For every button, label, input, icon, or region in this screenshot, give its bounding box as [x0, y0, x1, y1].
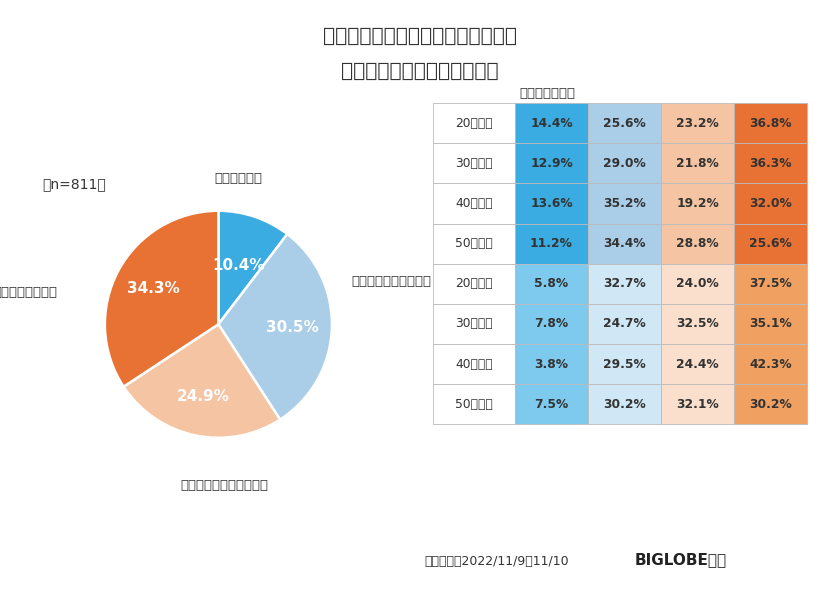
Text: （n=811）: （n=811）	[43, 177, 106, 191]
Text: 30.5%: 30.5%	[265, 320, 318, 335]
Text: 50代女性: 50代女性	[455, 398, 492, 411]
Text: 36.8%: 36.8%	[749, 117, 792, 130]
Text: 30.2%: 30.2%	[603, 398, 646, 411]
Wedge shape	[123, 324, 280, 438]
Text: 20代女性: 20代女性	[455, 277, 492, 290]
Text: 32.5%: 32.5%	[676, 317, 719, 330]
Text: 35.2%: 35.2%	[603, 197, 646, 210]
Text: 10.4%: 10.4%	[213, 258, 265, 273]
Wedge shape	[218, 211, 287, 324]
Text: 24.0%: 24.0%	[676, 277, 719, 290]
Text: 13.6%: 13.6%	[530, 197, 573, 210]
Text: 28.8%: 28.8%	[676, 237, 719, 250]
Text: 32.7%: 32.7%	[603, 277, 646, 290]
Text: 14.4%: 14.4%	[530, 117, 573, 130]
Text: 11.2%: 11.2%	[530, 237, 573, 250]
Text: 24.9%: 24.9%	[176, 389, 229, 404]
Text: 12.9%: 12.9%	[530, 157, 573, 170]
Text: 25.6%: 25.6%	[749, 237, 792, 250]
Text: 23.2%: 23.2%	[676, 117, 719, 130]
Text: 40代男性: 40代男性	[455, 197, 492, 210]
Text: 34.4%: 34.4%	[603, 237, 646, 250]
Text: 職場の人とのコミュニケーションの: 職場の人とのコミュニケーションの	[323, 27, 517, 45]
Wedge shape	[105, 211, 218, 386]
Text: 32.1%: 32.1%	[676, 398, 719, 411]
Text: 必要だと思わない: 必要だと思わない	[0, 286, 57, 299]
Text: 25.6%: 25.6%	[603, 117, 646, 130]
Text: 50代男性: 50代男性	[455, 237, 492, 250]
Wedge shape	[218, 234, 332, 419]
Text: 必要だと思う: 必要だと思う	[215, 172, 263, 185]
Text: 21.8%: 21.8%	[676, 157, 719, 170]
Text: 36.3%: 36.3%	[749, 157, 792, 170]
Text: 7.5%: 7.5%	[534, 398, 569, 411]
Text: 42.3%: 42.3%	[749, 358, 792, 371]
Text: 32.0%: 32.0%	[749, 197, 792, 210]
Text: 5.8%: 5.8%	[534, 277, 569, 290]
Text: 3.8%: 3.8%	[534, 358, 569, 371]
Text: ＜年代・性別＞: ＜年代・性別＞	[519, 87, 575, 100]
Text: 活性化として飲み会は必要か: 活性化として飲み会は必要か	[341, 62, 499, 81]
Text: 24.7%: 24.7%	[603, 317, 646, 330]
Text: ある程度必要だと思う: ある程度必要だと思う	[351, 274, 431, 288]
Text: 30.2%: 30.2%	[749, 398, 792, 411]
Text: 29.0%: 29.0%	[603, 157, 646, 170]
Text: 7.8%: 7.8%	[534, 317, 569, 330]
Text: BIGLOBE調べ: BIGLOBE調べ	[634, 553, 727, 568]
Text: 35.1%: 35.1%	[749, 317, 792, 330]
Text: 29.5%: 29.5%	[603, 358, 646, 371]
Text: 24.4%: 24.4%	[676, 358, 719, 371]
Text: 調査期間：2022/11/9〜11/10: 調査期間：2022/11/9〜11/10	[424, 555, 569, 568]
Text: 30代男性: 30代男性	[455, 157, 492, 170]
Text: 40代女性: 40代女性	[455, 358, 492, 371]
Text: 19.2%: 19.2%	[676, 197, 719, 210]
Text: 37.5%: 37.5%	[749, 277, 792, 290]
Text: 34.3%: 34.3%	[127, 281, 180, 296]
Text: 30代女性: 30代女性	[455, 317, 492, 330]
Text: あまり必要だと思わない: あまり必要だと思わない	[180, 479, 268, 492]
Text: 20代男性: 20代男性	[455, 117, 492, 130]
